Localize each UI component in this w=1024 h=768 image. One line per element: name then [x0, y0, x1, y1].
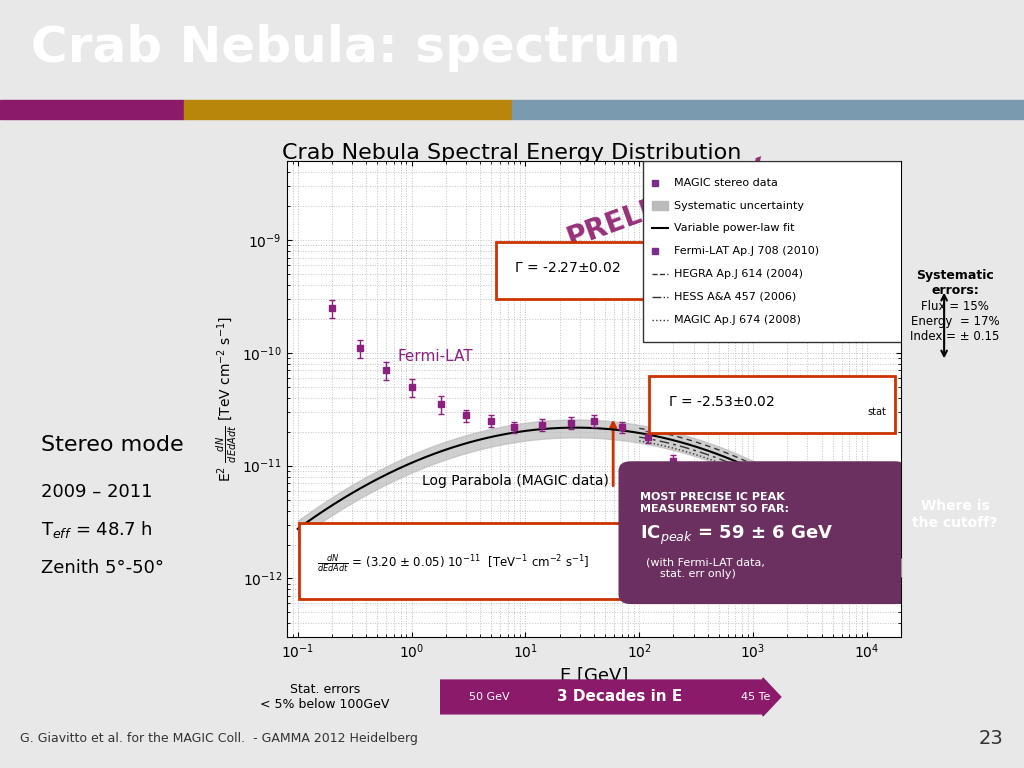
- Text: Variable power-law fit: Variable power-law fit: [674, 223, 795, 233]
- Text: Fermi-LAT: Fermi-LAT: [397, 349, 473, 364]
- Text: 50 GeV: 50 GeV: [469, 692, 510, 702]
- Text: IC$_{peak}$ = 59 ± 6 GeV: IC$_{peak}$ = 59 ± 6 GeV: [640, 524, 834, 547]
- FancyBboxPatch shape: [649, 376, 895, 432]
- Y-axis label: E$^2$ $\frac{dN}{dEdAdt}$ [TeV cm$^{-2}$ s$^{-1}$]: E$^2$ $\frac{dN}{dEdAdt}$ [TeV cm$^{-2}$…: [215, 316, 240, 482]
- Text: $\Gamma$ = -2.27±0.02: $\Gamma$ = -2.27±0.02: [514, 261, 621, 276]
- Text: MAGIC stereo data: MAGIC stereo data: [674, 177, 777, 187]
- Text: HESS A&A 457 (2006): HESS A&A 457 (2006): [674, 292, 796, 302]
- Text: Fermi-LAT Ap.J 708 (2010): Fermi-LAT Ap.J 708 (2010): [674, 247, 819, 257]
- Text: Crab Nebula: spectrum: Crab Nebula: spectrum: [31, 24, 681, 72]
- Text: 23: 23: [979, 729, 1004, 747]
- Text: $\Gamma$ = -2.53±0.02: $\Gamma$ = -2.53±0.02: [668, 395, 775, 409]
- Text: Systematic uncertainty: Systematic uncertainty: [674, 200, 804, 210]
- Bar: [512, 100, 1024, 119]
- Text: 45 Te: 45 Te: [741, 692, 770, 702]
- Text: HEGRA Ap.J 614 (2004): HEGRA Ap.J 614 (2004): [674, 269, 803, 279]
- Text: Flux = 15%
Energy  = 17%
Index = ± 0.15: Flux = 15% Energy = 17% Index = ± 0.15: [910, 300, 999, 343]
- Text: G. Giavitto et al. for the MAGIC Coll.  - GAMMA 2012 Heidelberg: G. Giavitto et al. for the MAGIC Coll. -…: [20, 732, 419, 744]
- Text: (with Fermi-LAT data,
    stat. err only): (with Fermi-LAT data, stat. err only): [646, 558, 765, 579]
- Text: Crab Nebula Spectral Energy Distribution: Crab Nebula Spectral Energy Distribution: [283, 143, 741, 163]
- Text: 3 Decades in E: 3 Decades in E: [557, 690, 682, 704]
- Text: MOST PRECISE IC PEAK
MEASUREMENT SO FAR:: MOST PRECISE IC PEAK MEASUREMENT SO FAR:: [640, 492, 790, 514]
- FancyBboxPatch shape: [643, 161, 907, 343]
- Text: Where is
the cutoff?: Where is the cutoff?: [912, 499, 997, 530]
- Text: Log Parabola (MAGIC data): Log Parabola (MAGIC data): [422, 474, 608, 488]
- Text: stat: stat: [867, 407, 886, 417]
- FancyArrow shape: [440, 678, 780, 716]
- FancyBboxPatch shape: [618, 462, 907, 604]
- FancyBboxPatch shape: [299, 523, 631, 599]
- Text: Zenith 5°-50°: Zenith 5°-50°: [41, 559, 164, 578]
- Text: T$_{eff}$ = 48.7 h: T$_{eff}$ = 48.7 h: [41, 519, 153, 541]
- Bar: [184, 100, 512, 119]
- Text: MAGIC Ap.J 674 (2008): MAGIC Ap.J 674 (2008): [674, 315, 801, 325]
- Text: 2009 – 2011: 2009 – 2011: [41, 482, 153, 501]
- Text: PRELIMINARY: PRELIMINARY: [563, 154, 771, 253]
- Text: stat: stat: [712, 273, 731, 283]
- X-axis label: E [GeV]: E [GeV]: [560, 667, 628, 684]
- Text: $\frac{dN}{dEdAdt}$ = (3.20 ± 0.05) 10$^{-11}$  [TeV$^{-1}$ cm$^{-2}$ s$^{-1}$]: $\frac{dN}{dEdAdt}$ = (3.20 ± 0.05) 10$^…: [317, 553, 590, 574]
- Text: Stereo mode: Stereo mode: [41, 435, 183, 455]
- Text: Stat. errors
< 5% below 100GeV: Stat. errors < 5% below 100GeV: [260, 683, 390, 711]
- Bar: [0, 100, 184, 119]
- Text: Systematic
errors:: Systematic errors:: [916, 269, 993, 297]
- FancyBboxPatch shape: [496, 242, 729, 300]
